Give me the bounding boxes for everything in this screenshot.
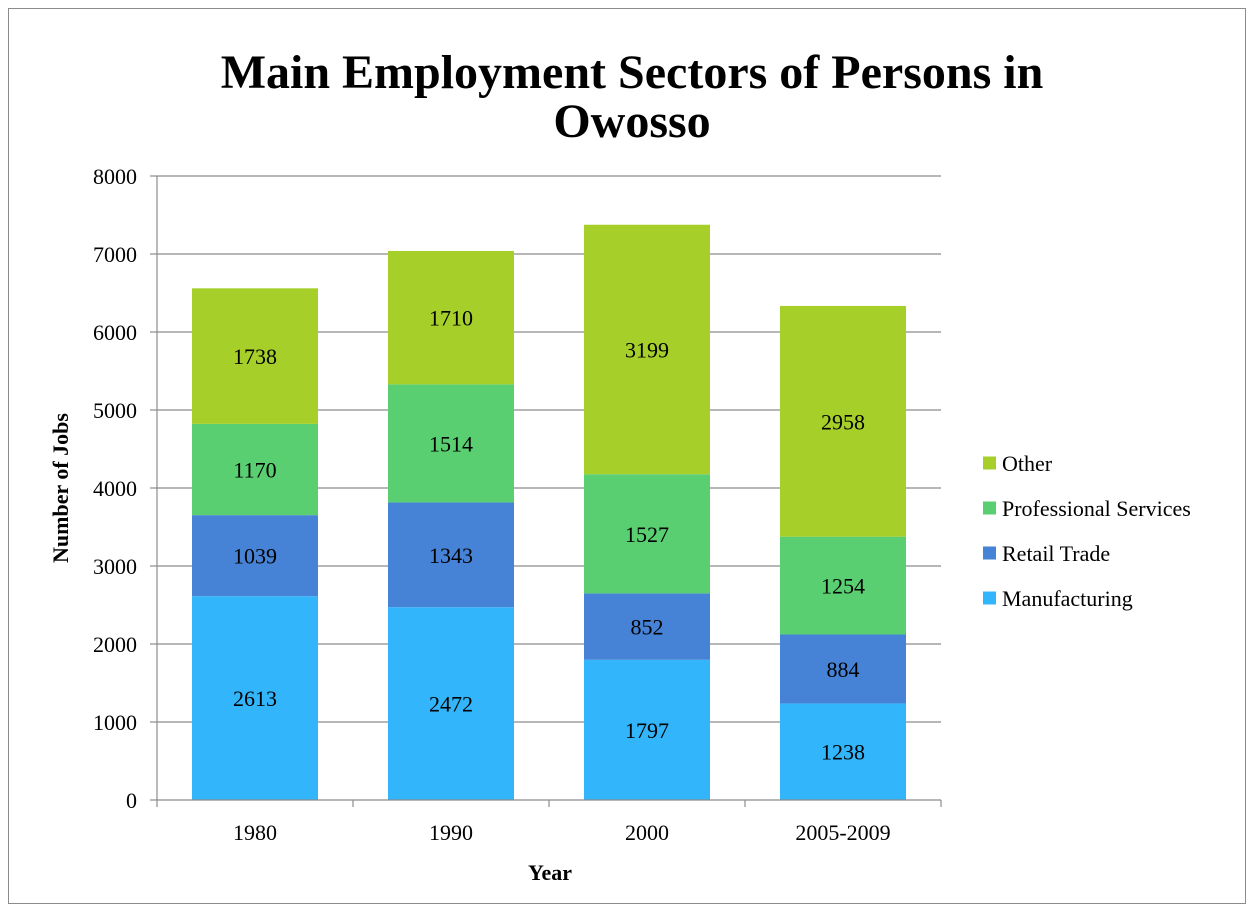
data-label: 1797 <box>625 718 669 743</box>
legend-swatch-professional-services <box>983 501 996 515</box>
data-label: 2958 <box>821 409 865 434</box>
data-label: 3199 <box>625 338 669 363</box>
legend-swatch-other <box>983 456 996 470</box>
bar-segment-professional-services <box>388 384 514 503</box>
data-label: 1738 <box>233 344 277 369</box>
data-label: 1343 <box>429 543 473 568</box>
y-tick-label: 7000 <box>93 242 137 267</box>
x-tick-label: 2005-2009 <box>795 820 890 845</box>
bar-segment-other <box>780 305 906 537</box>
bar-segment-professional-services <box>780 536 906 635</box>
y-tick-label: 2000 <box>93 632 137 657</box>
chart-title-line-2: Owosso <box>553 95 710 148</box>
data-labels: 2613 1039 1170 1738 2472 1343 1514 1710 1797 852 1… <box>233 306 865 765</box>
y-tick-label: 1000 <box>93 710 137 735</box>
bar-segment-manufacturing <box>192 596 318 800</box>
bar-segment-retail-trade <box>388 502 514 608</box>
data-label: 852 <box>631 615 664 640</box>
legend-label: Retail Trade <box>1002 541 1110 566</box>
data-label: 1514 <box>429 431 473 456</box>
data-label: 2613 <box>233 686 277 711</box>
data-label: 1527 <box>625 522 669 547</box>
data-label: 2472 <box>429 692 473 717</box>
x-tick-label: 1990 <box>429 820 473 845</box>
data-label: 1710 <box>429 306 473 331</box>
bar-segment-retail-trade <box>192 515 318 597</box>
bars <box>192 224 906 800</box>
bar-segment-professional-services <box>584 474 710 594</box>
bar-segment-professional-services <box>192 423 318 516</box>
data-label: 1170 <box>233 458 276 483</box>
bar-segment-retail-trade <box>584 593 710 660</box>
legend-label: Other <box>1002 451 1053 476</box>
data-label: 1254 <box>821 574 865 599</box>
y-tick-label: 4000 <box>93 476 137 501</box>
bar-segment-other <box>192 288 318 424</box>
legend-swatch-manufacturing <box>983 591 996 605</box>
data-label: 884 <box>827 657 860 682</box>
bar-segment-other <box>584 224 710 475</box>
axes: 0 1000 2000 3000 4000 5000 6000 7000 8000 1980 199… <box>93 164 942 845</box>
bar-segment-manufacturing <box>584 659 710 800</box>
bar-segment-manufacturing <box>388 607 514 800</box>
bar-segment-other <box>388 250 514 385</box>
x-tick-label: 1980 <box>233 820 277 845</box>
x-tick-label: 2000 <box>625 820 669 845</box>
data-label: 1039 <box>233 544 277 569</box>
bar-segment-manufacturing <box>780 703 906 800</box>
x-axis-title: Year <box>528 860 572 885</box>
legend: Other Professional Services Retail Trade Ma… <box>983 451 1191 611</box>
data-label: 1238 <box>821 740 865 765</box>
y-tick-label: 8000 <box>93 164 137 189</box>
legend-label: Manufacturing <box>1002 586 1133 611</box>
y-tick-label: 5000 <box>93 398 137 423</box>
y-axis-title: Number of Jobs <box>48 413 73 563</box>
legend-swatch-retail-trade <box>983 546 996 560</box>
y-tick-label: 3000 <box>93 554 137 579</box>
y-tick-label: 0 <box>126 788 137 813</box>
legend-label: Professional Services <box>1002 496 1191 521</box>
bar-segment-retail-trade <box>780 634 906 704</box>
y-tick-label: 6000 <box>93 320 137 345</box>
chart-title-line-1: Main Employment Sectors of Persons in <box>221 46 1044 99</box>
